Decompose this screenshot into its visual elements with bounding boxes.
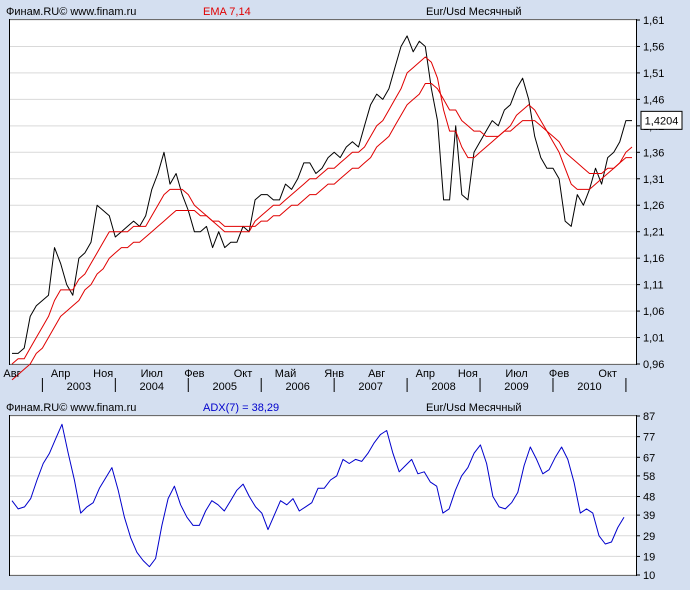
price-x-month-label: Июл (505, 368, 527, 380)
price-y-tick-label: 1,01 (643, 333, 664, 345)
price-panel: Финам.RU© www.finam.ru EMA 7,14 Eur/Usd … (3, 6, 683, 393)
price-x-axis: Авг Апр Ноя Июл Фев Окт Май Янв Авг Апр Ноя Июл Фев О… (3, 368, 627, 393)
top-instrument-label: Eur/Usd Месячный (426, 6, 522, 18)
price-y-tick-label: 1,11 (643, 280, 664, 292)
top-indicator-label: EMA 7,14 (203, 6, 251, 18)
price-x-year-label: 2010 (577, 381, 601, 393)
price-y-tick-label: 1,46 (643, 94, 664, 106)
price-x-month-label: Авг (3, 368, 20, 380)
price-y-tick-label: 1,31 (643, 174, 664, 186)
current-price-value: 1,4204 (645, 115, 679, 127)
price-x-year-label: 2007 (358, 381, 382, 393)
price-y-tick-label: 1,06 (643, 306, 664, 318)
price-x-month-label: Фев (549, 368, 569, 380)
price-x-month-label: Июл (141, 368, 163, 380)
price-x-month-label: Фев (184, 368, 204, 380)
price-x-year-label: 2006 (285, 381, 309, 393)
price-y-tick-label: 1,51 (643, 68, 664, 80)
price-y-tick-label: 1,26 (643, 200, 664, 212)
price-line (12, 35, 632, 354)
adx-panel: Финам.RU© www.finam.ru ADX(7) = 38,29 Eu… (6, 402, 655, 582)
price-y-tick-label: 1,56 (643, 41, 664, 53)
adx-y-tick-label: 19 (643, 551, 655, 563)
adx-y-tick-label: 29 (643, 531, 655, 543)
price-y-tick-label: 1,21 (643, 227, 664, 239)
current-price-badge: 1,4204 (640, 110, 683, 130)
price-x-month-label: Окт (234, 368, 253, 380)
top-source-label: Финам.RU© www.finam.ru (6, 6, 136, 18)
price-x-year-label: 2003 (67, 381, 91, 393)
price-x-month-label: Май (275, 368, 297, 380)
adx-y-tick-label: 48 (643, 492, 655, 504)
bottom-indicator-label: ADX(7) = 38,29 (203, 402, 279, 414)
price-y-axis: 1,611,561,511,461,411,361,311,261,211,16… (636, 15, 664, 371)
bottom-source-label: Финам.RU© www.finam.ru (6, 402, 136, 414)
bottom-instrument-label: Eur/Usd Месячный (426, 402, 522, 414)
adx-y-tick-label: 58 (643, 471, 655, 483)
price-grid (10, 19, 636, 365)
price-y-tick-label: 1,36 (643, 147, 664, 159)
adx-y-tick-label: 87 (643, 411, 655, 423)
price-y-tick-label: 1,61 (643, 15, 664, 27)
price-x-year-label: 2004 (140, 381, 164, 393)
adx-y-tick-label: 10 (643, 570, 655, 582)
current-price-box (640, 110, 683, 130)
price-x-year-label: 2009 (504, 381, 528, 393)
adx-y-tick-label: 67 (643, 452, 655, 464)
price-x-month-label: Янв (324, 368, 344, 380)
price-x-month-label: Окт (598, 368, 617, 380)
adx-line (11, 423, 625, 568)
price-x-month-label: Авг (368, 368, 385, 380)
adx-y-tick-label: 39 (643, 510, 655, 522)
adx-plot-area[interactable] (9, 415, 637, 576)
price-x-year-label: 2005 (213, 381, 237, 393)
price-x-year-label: 2008 (431, 381, 455, 393)
ema-7-line (11, 56, 633, 365)
price-y-tick-label: 0,96 (643, 359, 664, 371)
price-plot-area[interactable] (9, 19, 637, 365)
adx-y-axis: 87 77 67 58 48 39 29 19 10 (636, 411, 655, 582)
price-x-month-label: Ноя (458, 368, 478, 380)
adx-y-tick-label: 77 (643, 432, 655, 444)
ema-14-line (11, 83, 632, 381)
price-x-month-label: Ноя (93, 368, 113, 380)
price-series-group (11, 35, 633, 381)
adx-series-group (11, 423, 625, 568)
price-x-month-label: Апр (416, 368, 435, 380)
price-x-month-label: Апр (51, 368, 70, 380)
price-y-tick-label: 1,16 (643, 253, 664, 265)
